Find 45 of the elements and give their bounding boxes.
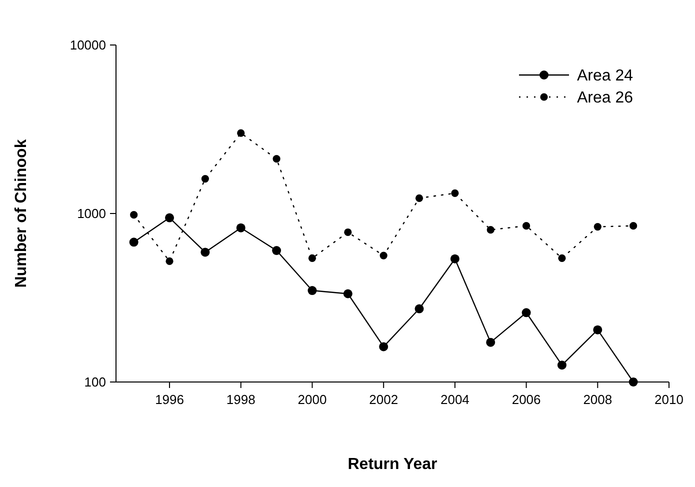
point bbox=[593, 325, 602, 334]
x-tick-label: 1998 bbox=[226, 392, 256, 407]
point bbox=[628, 378, 638, 386]
y-tick-label: 10000 bbox=[70, 38, 106, 53]
point bbox=[201, 174, 209, 183]
point bbox=[344, 228, 352, 236]
point bbox=[308, 254, 316, 262]
point bbox=[415, 194, 424, 202]
point bbox=[129, 238, 138, 247]
point bbox=[486, 338, 496, 347]
point bbox=[594, 222, 602, 231]
y-tick-label: 1000 bbox=[77, 206, 106, 222]
x-tick-label: 1996 bbox=[155, 392, 184, 407]
legend-label: Area 24 bbox=[577, 68, 634, 85]
point bbox=[379, 342, 388, 352]
x-tick-label: 2008 bbox=[583, 392, 612, 407]
point bbox=[165, 213, 174, 222]
point bbox=[272, 155, 280, 163]
point bbox=[343, 289, 352, 298]
x-tick-label: 2000 bbox=[298, 392, 327, 407]
point bbox=[522, 222, 530, 230]
point bbox=[237, 129, 245, 137]
x-tick-label: 2004 bbox=[440, 392, 470, 407]
point bbox=[486, 226, 494, 234]
x-tick-label: 2006 bbox=[512, 392, 541, 407]
legend-label: Area 26 bbox=[577, 90, 634, 107]
point bbox=[450, 254, 460, 264]
point bbox=[380, 252, 388, 260]
x-tick-label: 2002 bbox=[369, 392, 398, 407]
point bbox=[166, 257, 174, 266]
x-tick-label: 2010 bbox=[654, 392, 684, 407]
point bbox=[522, 308, 531, 318]
y-axis-title: Number of Chinook bbox=[13, 139, 30, 288]
point bbox=[558, 254, 566, 262]
point bbox=[200, 248, 210, 257]
x-axis-title: Return Year bbox=[348, 456, 438, 473]
point bbox=[236, 223, 246, 232]
point bbox=[308, 286, 317, 296]
point bbox=[414, 304, 424, 314]
point bbox=[557, 360, 566, 370]
point bbox=[130, 211, 138, 219]
point bbox=[272, 246, 282, 256]
y-tick-label: 100 bbox=[84, 374, 106, 390]
point bbox=[630, 222, 638, 230]
point bbox=[451, 189, 459, 197]
